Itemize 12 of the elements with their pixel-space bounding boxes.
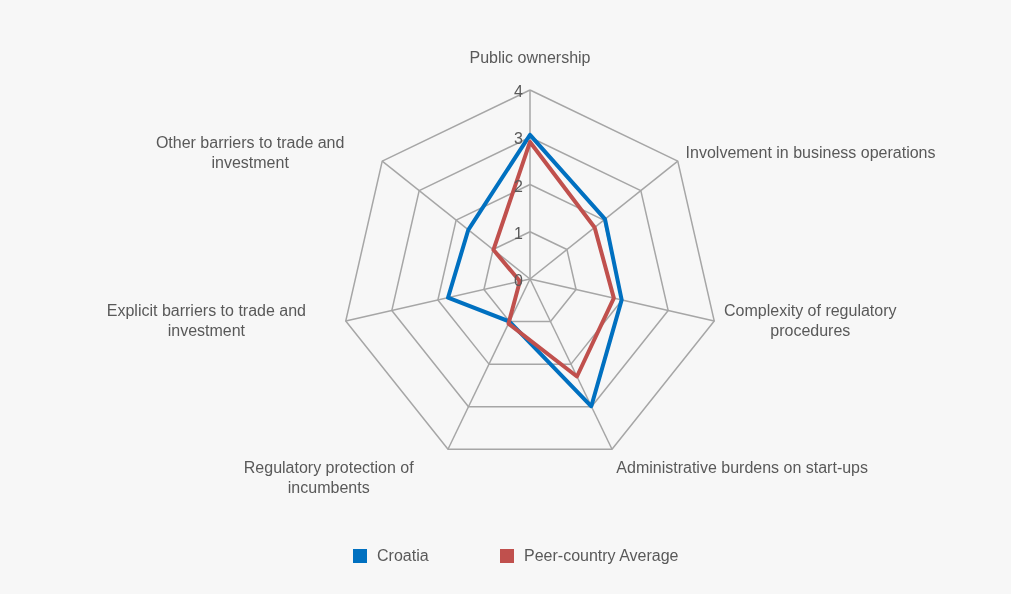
spoke-label: Involvement in business operations [685, 143, 936, 161]
legend-label: Peer-country Average [524, 547, 679, 564]
spoke-label: Complexity of regulatory procedures [724, 302, 897, 340]
y-tick-label: 1 [514, 224, 524, 242]
spoke-label: Regulatory protection of incumbents [243, 459, 415, 497]
y-tick-label: 4 [514, 83, 524, 100]
spoke-label: Explicit barriers to trade and investment [106, 302, 306, 340]
y-tick-label: 3 [514, 130, 524, 148]
spoke-label: Administrative burdens on start-ups [616, 459, 869, 477]
spoke-label: Other barriers to trade and investment [155, 133, 345, 171]
spoke-label: Public ownership [469, 49, 591, 66]
legend-label: Croatia [377, 547, 429, 564]
